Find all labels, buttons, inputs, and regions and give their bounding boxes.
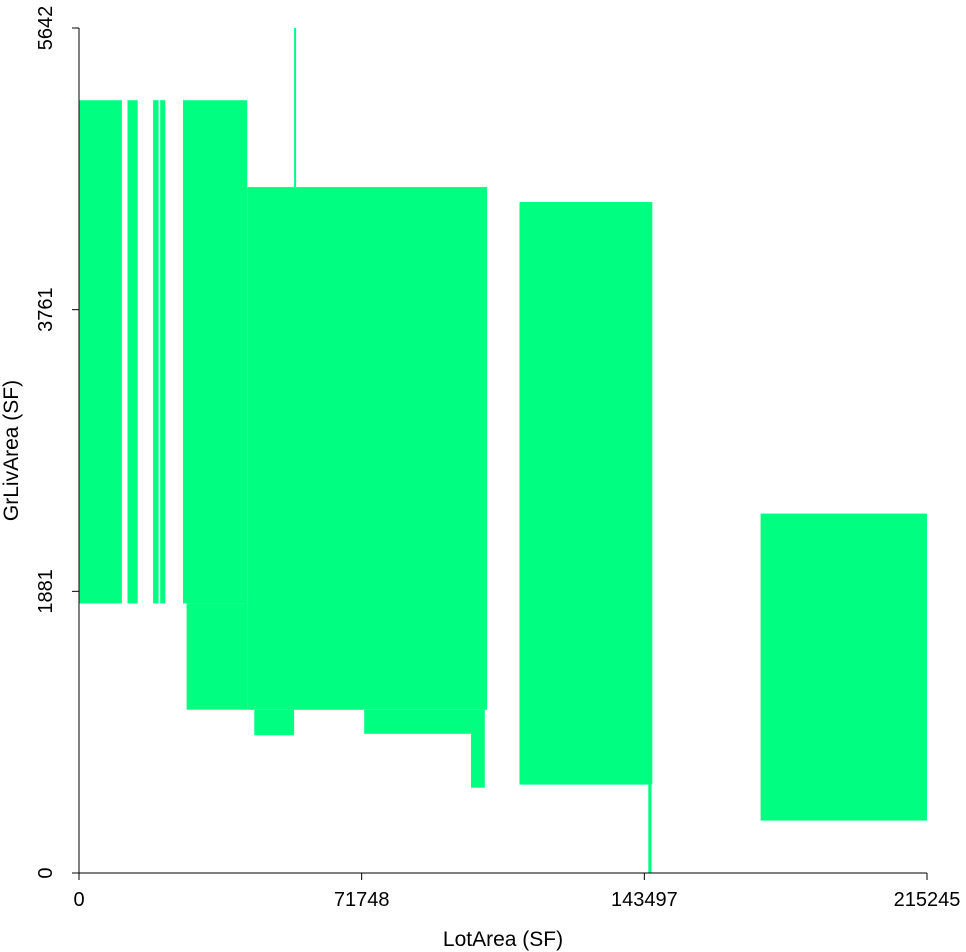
y-tick-label: 3761 <box>35 287 57 332</box>
y-axis-title: GrLivArea (SF) <box>0 380 23 521</box>
x-tick-label: 0 <box>73 889 84 911</box>
region-14 <box>760 513 927 821</box>
region-5 <box>183 100 248 604</box>
x-axis-title: LotArea (SF) <box>443 928 563 951</box>
x-tick-label: 215245 <box>894 889 961 911</box>
x-tick-label: 71748 <box>334 889 390 911</box>
region-3 <box>153 100 159 604</box>
region-1 <box>79 100 122 604</box>
plot-area <box>79 28 927 873</box>
region-2 <box>127 100 138 604</box>
y-ticks: 0 1881 3761 5642 <box>35 6 79 879</box>
region-10 <box>364 709 471 734</box>
region-4 <box>160 100 166 604</box>
region-11 <box>471 709 485 788</box>
x-ticks: 0 71748 143497 215245 <box>73 873 960 911</box>
region-12 <box>519 202 653 785</box>
region-9 <box>294 28 297 188</box>
region-13 <box>648 784 652 873</box>
region-7 <box>247 187 488 710</box>
region-8 <box>254 709 295 736</box>
y-tick-label: 5642 <box>35 6 57 51</box>
x-tick-label: 143497 <box>611 889 678 911</box>
y-tick-label: 1881 <box>35 569 57 614</box>
axes: 0 71748 143497 215245 0 1881 3761 5642 <box>35 6 960 911</box>
y-tick-label: 0 <box>35 867 57 878</box>
region-6 <box>186 603 248 710</box>
